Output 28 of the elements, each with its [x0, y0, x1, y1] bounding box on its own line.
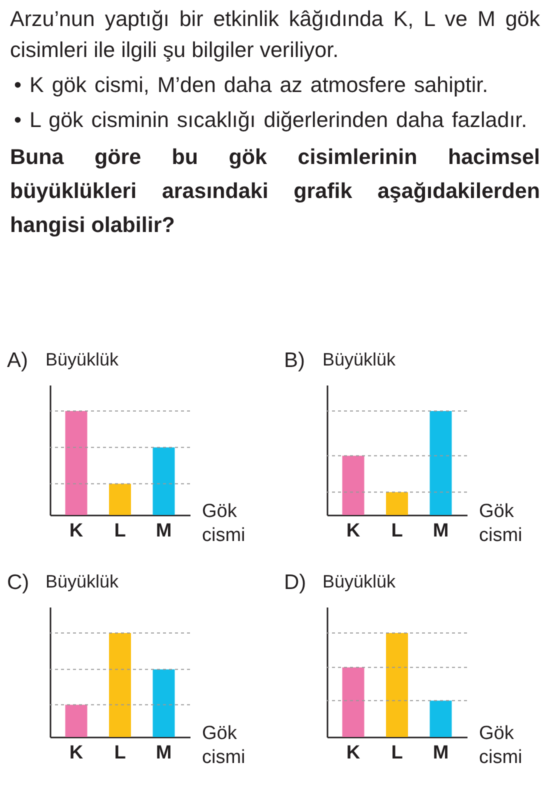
x-tick-label: M — [156, 742, 172, 764]
x-tick-label: L — [391, 520, 404, 542]
x-tick-label: L — [114, 742, 126, 764]
x-tick-label: M — [156, 520, 172, 542]
chart-title: C) — [7, 571, 30, 594]
text: Buna göre bu gök cisimlerinin hacimsel büyüklükleri arasındaki grafik aşağıdakilerden hangisi olabilir? — [10, 144, 540, 239]
x-axis-title: Gök cismi — [202, 501, 246, 546]
y-axis-title: Büyüklük — [322, 572, 397, 592]
x-tick-label: L — [391, 742, 404, 764]
y-axis-title: Büyüklük — [46, 572, 120, 592]
x-tick-label: M — [432, 742, 449, 764]
text: Arzu’nun yaptığı bir etkinlik kâğıdında K, L ve M gök cisimleri ile ilgili şu bilgiler veriliyor. — [10, 6, 540, 64]
x-tick-label: K — [346, 742, 360, 764]
text: • K gök cismi, M’den daha az atmosfere sahiptir. — [13, 72, 490, 99]
x-axis-title: Gök cismi — [479, 501, 522, 546]
x-tick-label: L — [114, 520, 126, 542]
x-tick-label: K — [69, 520, 84, 542]
chart-title: B) — [284, 349, 305, 372]
x-tick-label: K — [346, 520, 360, 542]
x-tick-label: K — [69, 742, 84, 764]
chart-title: A) — [7, 349, 28, 372]
y-axis-title: Büyüklük — [46, 350, 120, 370]
y-axis-title: Büyüklük — [322, 350, 397, 370]
text: • L gök cisminin sıcaklığı diğerlerinden daha fazladır. — [13, 107, 528, 134]
x-axis-title: Gök cismi — [479, 723, 522, 768]
chart-title: D) — [284, 571, 306, 594]
x-tick-label: M — [432, 520, 449, 542]
x-axis-title: Gök cismi — [202, 723, 246, 768]
